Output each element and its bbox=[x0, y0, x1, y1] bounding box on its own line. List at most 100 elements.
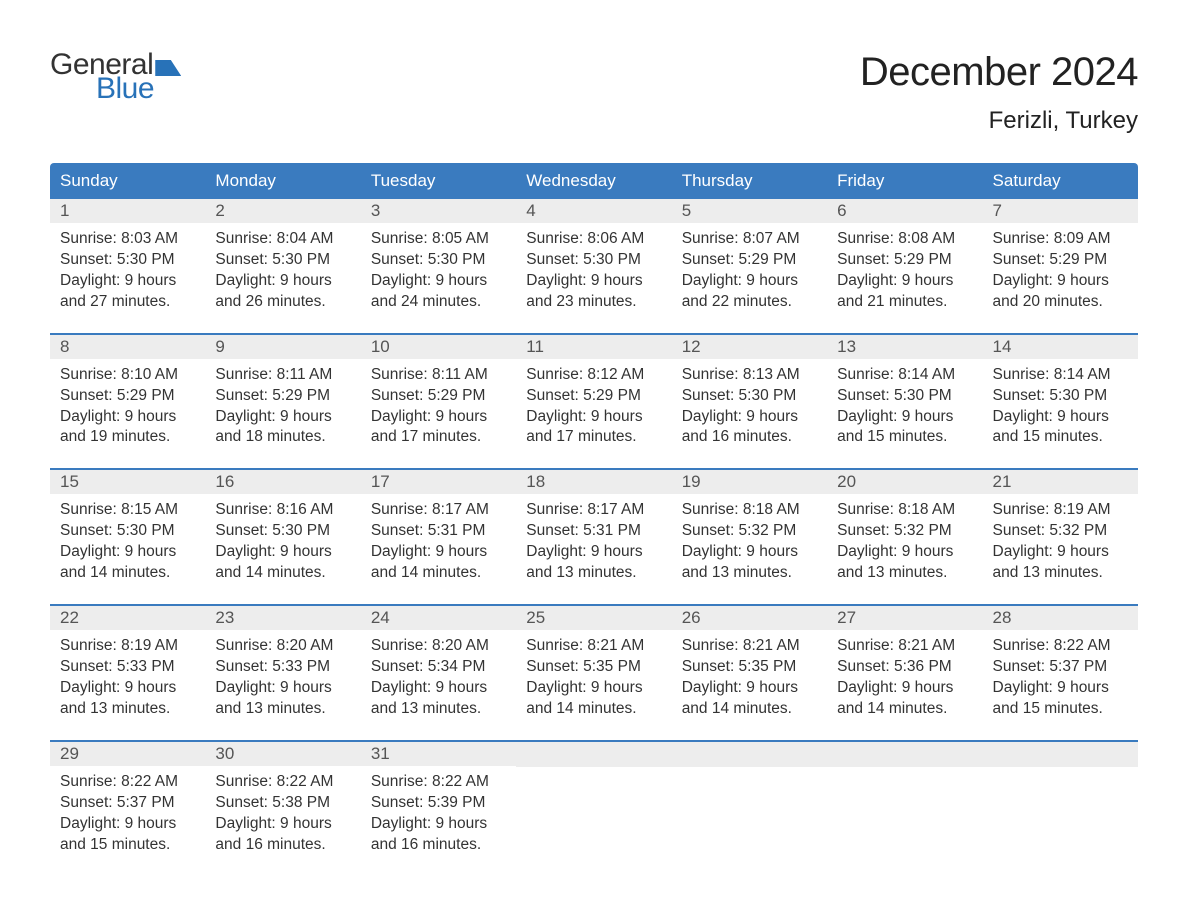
daylight-line2: and 13 minutes. bbox=[215, 699, 350, 720]
daylight-line2: and 14 minutes. bbox=[60, 563, 195, 584]
daylight-line2: and 23 minutes. bbox=[526, 292, 661, 313]
day-details: Sunrise: 8:22 AMSunset: 5:37 PMDaylight:… bbox=[50, 766, 205, 866]
day-details: Sunrise: 8:20 AMSunset: 5:34 PMDaylight:… bbox=[361, 630, 516, 730]
daylight-line2: and 13 minutes. bbox=[993, 563, 1128, 584]
sunrise-line: Sunrise: 8:08 AM bbox=[837, 229, 972, 250]
daylight-line2: and 17 minutes. bbox=[526, 427, 661, 448]
sunset-line: Sunset: 5:37 PM bbox=[60, 793, 195, 814]
daylight-line1: Daylight: 9 hours bbox=[60, 814, 195, 835]
sunrise-line: Sunrise: 8:20 AM bbox=[371, 636, 506, 657]
day-details: Sunrise: 8:19 AMSunset: 5:32 PMDaylight:… bbox=[983, 494, 1138, 594]
sunrise-line: Sunrise: 8:20 AM bbox=[215, 636, 350, 657]
day-number: 20 bbox=[827, 470, 982, 494]
day-number: 25 bbox=[516, 606, 671, 630]
daylight-line1: Daylight: 9 hours bbox=[215, 542, 350, 563]
sunset-line: Sunset: 5:38 PM bbox=[215, 793, 350, 814]
day-details: Sunrise: 8:13 AMSunset: 5:30 PMDaylight:… bbox=[672, 359, 827, 459]
daylight-line2: and 18 minutes. bbox=[215, 427, 350, 448]
calendar-day: 5Sunrise: 8:07 AMSunset: 5:29 PMDaylight… bbox=[672, 199, 827, 323]
day-details: Sunrise: 8:04 AMSunset: 5:30 PMDaylight:… bbox=[205, 223, 360, 323]
day-details: Sunrise: 8:22 AMSunset: 5:39 PMDaylight:… bbox=[361, 766, 516, 866]
day-number: 7 bbox=[983, 199, 1138, 223]
daylight-line1: Daylight: 9 hours bbox=[60, 407, 195, 428]
day-number: 4 bbox=[516, 199, 671, 223]
day-number: 26 bbox=[672, 606, 827, 630]
daylight-line1: Daylight: 9 hours bbox=[60, 678, 195, 699]
sunset-line: Sunset: 5:39 PM bbox=[371, 793, 506, 814]
daylight-line2: and 13 minutes. bbox=[682, 563, 817, 584]
calendar-day: 21Sunrise: 8:19 AMSunset: 5:32 PMDayligh… bbox=[983, 470, 1138, 594]
dayhead-monday: Monday bbox=[205, 163, 360, 199]
sunrise-line: Sunrise: 8:05 AM bbox=[371, 229, 506, 250]
sunset-line: Sunset: 5:32 PM bbox=[993, 521, 1128, 542]
brand-word2: Blue bbox=[96, 74, 181, 104]
daylight-line1: Daylight: 9 hours bbox=[60, 271, 195, 292]
sunrise-line: Sunrise: 8:22 AM bbox=[371, 772, 506, 793]
daylight-line1: Daylight: 9 hours bbox=[371, 542, 506, 563]
calendar-week: 22 Sunrise: 8:19 AM Sunset: 5:33 PM Dayligh… bbox=[50, 604, 1138, 730]
sunset-line: Sunset: 5:31 PM bbox=[371, 521, 506, 542]
day-details: Sunrise: 8:07 AMSunset: 5:29 PMDaylight:… bbox=[672, 223, 827, 323]
daylight-line1: Daylight: 9 hours bbox=[371, 814, 506, 835]
sunset-line: Sunset: 5:33 PM bbox=[215, 657, 350, 678]
sunset-line: Sunset: 5:30 PM bbox=[837, 386, 972, 407]
calendar-day: 20Sunrise: 8:18 AMSunset: 5:32 PMDayligh… bbox=[827, 470, 982, 594]
sunset-line: Sunset: 5:32 PM bbox=[682, 521, 817, 542]
header-block: General Blue December 2024 Ferizli, Turk… bbox=[50, 50, 1138, 135]
daylight-line2: and 14 minutes. bbox=[215, 563, 350, 584]
sunrise-line: Sunrise: 8:21 AM bbox=[526, 636, 661, 657]
day-number: 18 bbox=[516, 470, 671, 494]
sunrise-line: Sunrise: 8:04 AM bbox=[215, 229, 350, 250]
calendar-header-row: Sunday Monday Tuesday Wednesday Thursday… bbox=[50, 163, 1138, 199]
daylight-line1: Daylight: 9 hours bbox=[215, 814, 350, 835]
day-number: 12 bbox=[672, 335, 827, 359]
daylight-line1: Daylight: 9 hours bbox=[993, 542, 1128, 563]
dayhead-tuesday: Tuesday bbox=[361, 163, 516, 199]
calendar-day: 13Sunrise: 8:14 AMSunset: 5:30 PMDayligh… bbox=[827, 335, 982, 459]
daylight-line2: and 15 minutes. bbox=[993, 699, 1128, 720]
calendar-day-empty bbox=[827, 742, 982, 866]
daylight-line2: and 15 minutes. bbox=[993, 427, 1128, 448]
sunrise-line: Sunrise: 8:14 AM bbox=[837, 365, 972, 386]
sunset-line: Sunset: 5:37 PM bbox=[993, 657, 1128, 678]
day-number: 14 bbox=[983, 335, 1138, 359]
daylight-line1: Daylight: 9 hours bbox=[837, 542, 972, 563]
day-details: Sunrise: 8:21 AMSunset: 5:36 PMDaylight:… bbox=[827, 630, 982, 730]
day-number: 22 bbox=[50, 606, 205, 630]
daylight-line1: Daylight: 9 hours bbox=[837, 678, 972, 699]
calendar-day: 6Sunrise: 8:08 AMSunset: 5:29 PMDaylight… bbox=[827, 199, 982, 323]
day-details: Sunrise: 8:17 AMSunset: 5:31 PMDaylight:… bbox=[516, 494, 671, 594]
sunset-line: Sunset: 5:29 PM bbox=[371, 386, 506, 407]
daylight-line2: and 16 minutes. bbox=[682, 427, 817, 448]
day-number: 1 bbox=[50, 199, 205, 223]
sunrise-line: Sunrise: 8:14 AM bbox=[993, 365, 1128, 386]
daylight-line1: Daylight: 9 hours bbox=[682, 407, 817, 428]
day-details: Sunrise: 8:11 AMSunset: 5:29 PMDaylight:… bbox=[361, 359, 516, 459]
day-number: 13 bbox=[827, 335, 982, 359]
calendar-day: 2Sunrise: 8:04 AMSunset: 5:30 PMDaylight… bbox=[205, 199, 360, 323]
day-number: 15 bbox=[50, 470, 205, 494]
sunset-line: Sunset: 5:29 PM bbox=[993, 250, 1128, 271]
daylight-line2: and 16 minutes. bbox=[371, 835, 506, 856]
day-details: Sunrise: 8:09 AMSunset: 5:29 PMDaylight:… bbox=[983, 223, 1138, 323]
daylight-line1: Daylight: 9 hours bbox=[526, 407, 661, 428]
daylight-line1: Daylight: 9 hours bbox=[526, 678, 661, 699]
brand-flag-icon bbox=[155, 60, 181, 76]
daylight-line1: Daylight: 9 hours bbox=[215, 271, 350, 292]
day-details: Sunrise: 8:17 AMSunset: 5:31 PMDaylight:… bbox=[361, 494, 516, 594]
day-number bbox=[827, 742, 982, 767]
calendar-day: 22Sunrise: 8:19 AMSunset: 5:33 PMDayligh… bbox=[50, 606, 205, 730]
sunset-line: Sunset: 5:30 PM bbox=[993, 386, 1128, 407]
daylight-line2: and 14 minutes. bbox=[682, 699, 817, 720]
sunrise-line: Sunrise: 8:10 AM bbox=[60, 365, 195, 386]
day-details: Sunrise: 8:21 AMSunset: 5:35 PMDaylight:… bbox=[516, 630, 671, 730]
day-details: Sunrise: 8:18 AMSunset: 5:32 PMDaylight:… bbox=[672, 494, 827, 594]
dayhead-sunday: Sunday bbox=[50, 163, 205, 199]
sunset-line: Sunset: 5:30 PM bbox=[60, 250, 195, 271]
sunrise-line: Sunrise: 8:19 AM bbox=[60, 636, 195, 657]
calendar-week: 29Sunrise: 8:22 AMSunset: 5:37 PMDayligh… bbox=[50, 740, 1138, 866]
calendar-day: 4Sunrise: 8:06 AMSunset: 5:30 PMDaylight… bbox=[516, 199, 671, 323]
daylight-line2: and 24 minutes. bbox=[371, 292, 506, 313]
sunset-line: Sunset: 5:31 PM bbox=[526, 521, 661, 542]
calendar-day: 18Sunrise: 8:17 AMSunset: 5:31 PMDayligh… bbox=[516, 470, 671, 594]
